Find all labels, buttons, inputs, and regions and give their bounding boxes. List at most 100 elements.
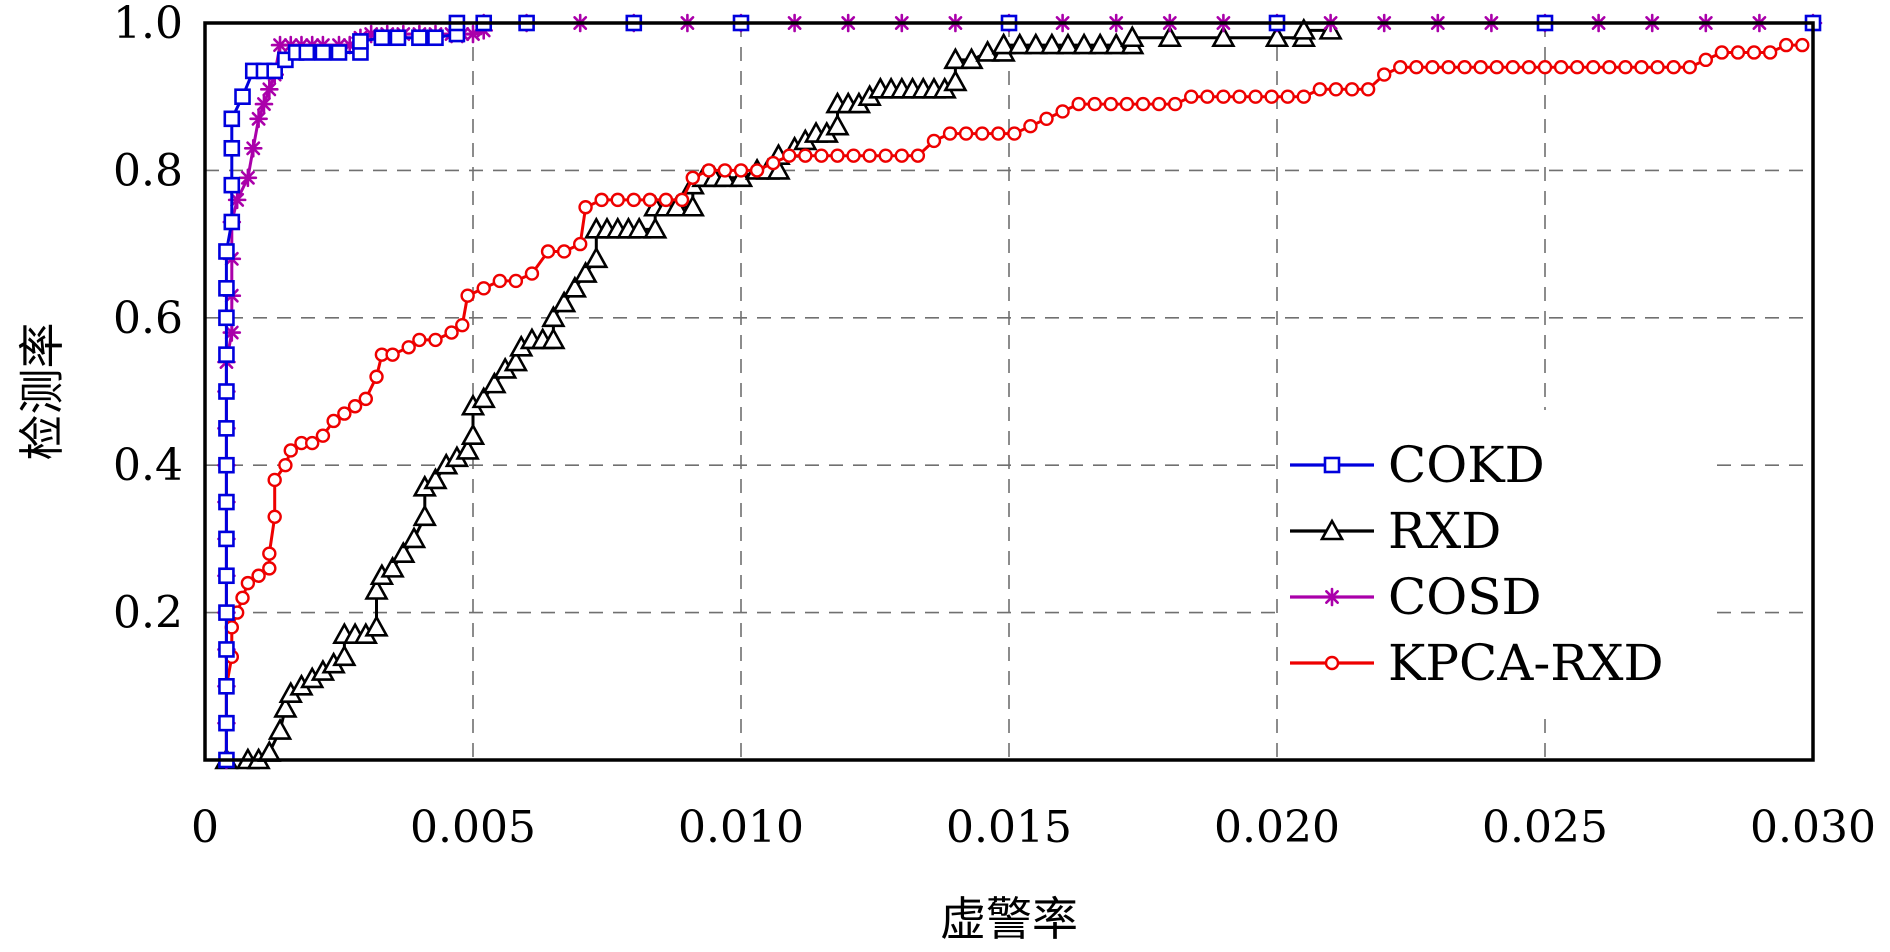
data-point-rxd bbox=[991, 32, 1016, 55]
x-tick-label: 0.020 bbox=[1214, 802, 1340, 853]
data-point-kpca-rxd bbox=[1521, 60, 1537, 75]
data-point-rxd bbox=[482, 371, 507, 394]
data-point-kpca-rxd bbox=[1087, 96, 1102, 112]
y-tick-label: 1.0 bbox=[113, 0, 183, 49]
data-point-kpca-rxd bbox=[235, 590, 250, 606]
data-point-kpca-rxd bbox=[1746, 45, 1762, 60]
data-point-kpca-rxd bbox=[278, 458, 293, 473]
data-point-kpca-rxd bbox=[878, 148, 893, 163]
data-point-rxd bbox=[423, 467, 448, 490]
data-point-kpca-rxd bbox=[1714, 45, 1730, 60]
series-kpca-rxd bbox=[219, 37, 1810, 768]
data-point-cokd bbox=[218, 604, 235, 621]
data-point-rxd bbox=[1103, 32, 1129, 55]
data-point-kpca-rxd bbox=[1489, 60, 1504, 75]
data-point-kpca-rxd bbox=[428, 332, 443, 348]
data-point-kpca-rxd bbox=[1473, 60, 1488, 75]
data-point-kpca-rxd bbox=[315, 428, 331, 443]
data-point-kpca-rxd bbox=[975, 126, 990, 141]
data-point-kpca-rxd bbox=[1312, 82, 1328, 97]
data-point-cokd bbox=[218, 243, 235, 260]
data-point-rxd bbox=[1007, 32, 1032, 55]
data-point-rxd bbox=[364, 577, 389, 600]
data-point-kpca-rxd bbox=[1360, 82, 1376, 97]
x-tick-label: 0.030 bbox=[1750, 802, 1876, 853]
data-point-kpca-rxd bbox=[798, 148, 813, 163]
data-point-kpca-rxd bbox=[1441, 60, 1456, 75]
data-point-cokd bbox=[223, 176, 241, 194]
legend-item-kpca-rxd: KPCA-RXD bbox=[1290, 634, 1664, 692]
data-point-rxd bbox=[562, 275, 588, 298]
x-tick-label: 0.015 bbox=[946, 802, 1072, 853]
data-point-kpca-rxd bbox=[610, 192, 625, 208]
data-point-kpca-rxd bbox=[1666, 60, 1681, 75]
grid bbox=[205, 23, 1813, 760]
data-point-kpca-rxd bbox=[412, 332, 427, 348]
data-point-kpca-rxd bbox=[337, 406, 352, 421]
data-point-kpca-rxd bbox=[240, 575, 256, 591]
data-point-kpca-rxd bbox=[326, 413, 341, 429]
data-point-rxd bbox=[1211, 25, 1236, 48]
x-tick-label: 0 bbox=[191, 802, 219, 853]
data-point-kpca-rxd bbox=[1682, 60, 1697, 75]
data-point-cokd bbox=[314, 44, 332, 61]
data-point-kpca-rxd bbox=[1425, 60, 1440, 75]
data-point-kpca-rxd bbox=[685, 170, 700, 185]
y-tick-label: 0.6 bbox=[113, 293, 183, 344]
data-point-kpca-rxd bbox=[782, 148, 797, 163]
x-tick-label: 0.025 bbox=[1482, 802, 1608, 853]
data-point-kpca-rxd bbox=[1344, 82, 1360, 97]
data-point-kpca-rxd bbox=[1376, 67, 1392, 82]
y-tick-label: 0.4 bbox=[113, 440, 183, 491]
data-point-kpca-rxd bbox=[305, 435, 320, 451]
data-point-kpca-rxd bbox=[1200, 89, 1215, 104]
data-point-rxd bbox=[380, 555, 405, 578]
data-point-kpca-rxd bbox=[1280, 89, 1295, 104]
data-point-cosd bbox=[222, 323, 242, 342]
data-point-kpca-rxd bbox=[1055, 104, 1070, 119]
data-point-rxd bbox=[541, 327, 566, 350]
plot-frame bbox=[203, 21, 1815, 762]
data-point-cokd bbox=[218, 641, 235, 658]
data-point-cokd bbox=[223, 139, 241, 157]
data-point-rxd bbox=[573, 260, 598, 283]
data-point-kpca-rxd bbox=[1569, 60, 1585, 75]
data-point-kpca-rxd bbox=[1586, 60, 1601, 75]
data-point-cokd bbox=[298, 44, 316, 61]
data-point-rxd bbox=[1120, 25, 1145, 48]
data-point-kpca-rxd bbox=[910, 148, 926, 163]
data-point-kpca-rxd bbox=[1618, 60, 1633, 75]
data-point-kpca-rxd bbox=[460, 288, 475, 303]
data-point-kpca-rxd bbox=[444, 325, 459, 340]
data-point-rxd bbox=[643, 216, 668, 239]
data-point-rxd bbox=[1157, 25, 1183, 48]
data-point-kpca-rxd bbox=[1698, 52, 1714, 68]
data-point-kpca-rxd bbox=[1135, 96, 1151, 112]
data-point-kpca-rxd bbox=[573, 236, 588, 252]
legend-item-cosd: COSD bbox=[1290, 568, 1542, 626]
data-point-rxd bbox=[943, 69, 968, 92]
data-point-kpca-rxd bbox=[862, 148, 877, 163]
legend-item-rxd: RXD bbox=[1290, 502, 1501, 560]
data-point-cokd bbox=[223, 213, 241, 231]
data-point-cokd bbox=[218, 714, 235, 732]
data-point-cosd bbox=[249, 109, 268, 129]
data-point-kpca-rxd bbox=[717, 163, 733, 178]
data-point-cokd bbox=[218, 346, 235, 363]
data-point-rxd bbox=[364, 614, 389, 637]
data-point-kpca-rxd bbox=[894, 148, 909, 163]
data-point-rxd bbox=[267, 717, 293, 740]
data-point-rxd bbox=[943, 47, 968, 70]
data-point-cokd bbox=[218, 677, 235, 695]
data-point-cokd bbox=[218, 280, 235, 297]
data-point-kpca-rxd bbox=[508, 273, 524, 289]
data-point-rxd bbox=[332, 644, 357, 667]
data-point-rxd bbox=[959, 47, 984, 70]
x-tick-label: 0.010 bbox=[678, 802, 804, 853]
data-point-kpca-rxd bbox=[267, 472, 282, 488]
data-point-kpca-rxd bbox=[492, 273, 507, 289]
data-point-kpca-rxd bbox=[814, 148, 829, 163]
x-tick-label: 0.005 bbox=[410, 802, 536, 853]
y-tick-label: 0.8 bbox=[113, 145, 183, 196]
data-point-cokd bbox=[330, 44, 348, 61]
